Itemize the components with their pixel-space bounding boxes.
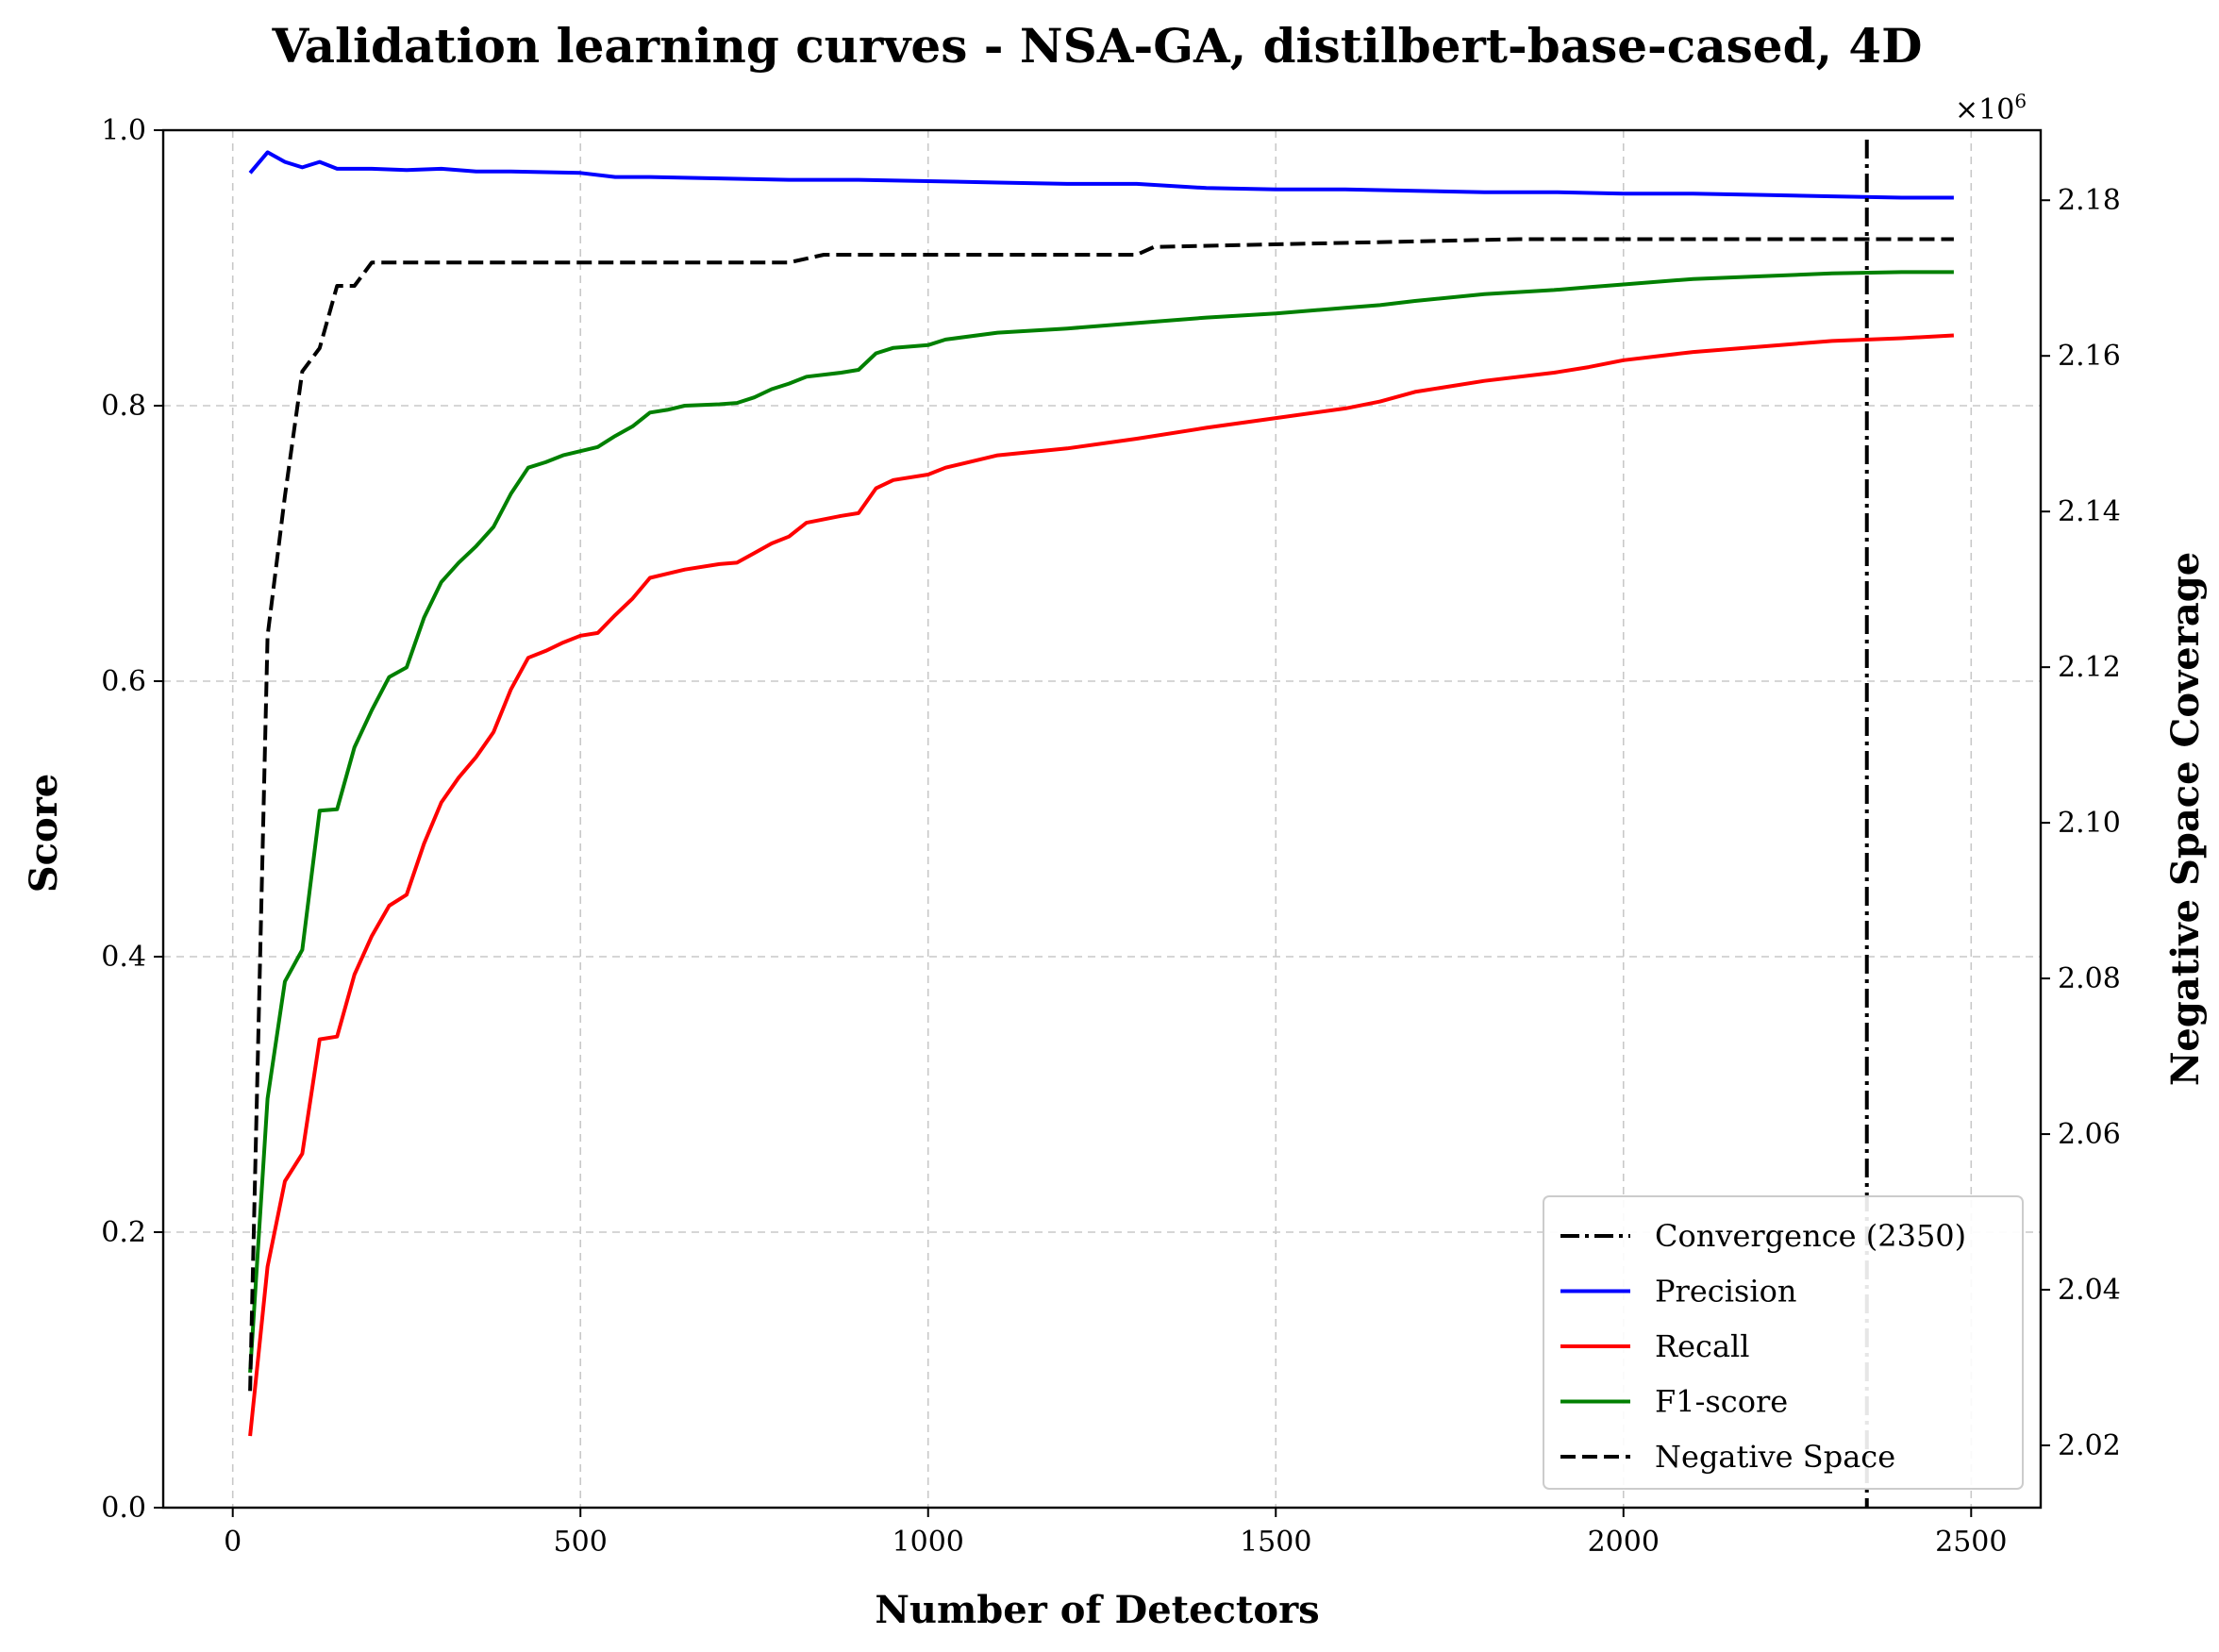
y2-tick-label: 2.04 (2058, 1274, 2121, 1307)
legend-label-f1-score: F1-score (1655, 1384, 1788, 1420)
y2-tick-label: 2.02 (2058, 1429, 2121, 1462)
legend-label-negative-space: Negative Space (1655, 1439, 1895, 1475)
legend-label-recall: Recall (1655, 1328, 1750, 1364)
x-tick-label: 1000 (893, 1526, 964, 1559)
series-line-precision (248, 150, 1954, 200)
x-tick-label: 0 (224, 1526, 242, 1559)
y2-tick-label: 2.08 (2058, 962, 2121, 995)
legend-label-convergence: Convergence (2350) (1655, 1218, 1966, 1254)
series-line-recall (248, 333, 1955, 1437)
x-tick-label: 1500 (1240, 1526, 1311, 1559)
x-tick-label: 2500 (1935, 1526, 2007, 1559)
series-line-negative-space (248, 237, 1954, 1392)
y-tick-label: 0.4 (101, 941, 146, 974)
y2-offset-base: ×10 (1955, 93, 2014, 126)
x-axis-label: Number of Detectors (875, 1588, 1319, 1632)
axes: 0 500 1000 1500 2000 2500 0.0 0.2 0.4 0.6 0.8 1.0 2.… (101, 114, 2121, 1559)
y2-tick-label: 2.18 (2058, 184, 2121, 217)
y-tick-label: 0.0 (101, 1492, 146, 1525)
legend-box (1543, 1195, 2024, 1490)
y2-tick-label: 2.06 (2058, 1118, 2121, 1151)
y-axis-label: Score (22, 774, 66, 893)
y2-tick-label: 2.10 (2058, 807, 2121, 840)
grid (163, 129, 2041, 1509)
x-tick-label: 2000 (1588, 1526, 1660, 1559)
chart-title: Validation learning curves - NSA-GA, dis… (271, 18, 1922, 74)
y2-tick-label: 2.14 (2058, 495, 2121, 528)
y-tick-label: 0.2 (101, 1216, 146, 1249)
series-line-f1-score (248, 270, 1954, 1374)
y2-offset-label: ×106 (1955, 90, 2027, 126)
x-tick-label: 500 (554, 1526, 608, 1559)
y-tick-label: 0.6 (101, 665, 146, 698)
y2-tick-label: 2.16 (2058, 340, 2121, 373)
series-layer (248, 140, 1955, 1508)
plot-frame (161, 128, 2043, 1510)
y-tick-label: 0.8 (101, 390, 146, 423)
y2-offset-exponent: 6 (2014, 90, 2027, 112)
legend: Convergence (2350) Precision Recall F1-scor… (1543, 1195, 2024, 1490)
y2-axis-label: Negative Space Coverage (2163, 552, 2208, 1086)
y-tick-label: 1.0 (101, 114, 146, 147)
y2-tick-label: 2.12 (2058, 651, 2121, 684)
legend-label-precision: Precision (1655, 1274, 1796, 1310)
